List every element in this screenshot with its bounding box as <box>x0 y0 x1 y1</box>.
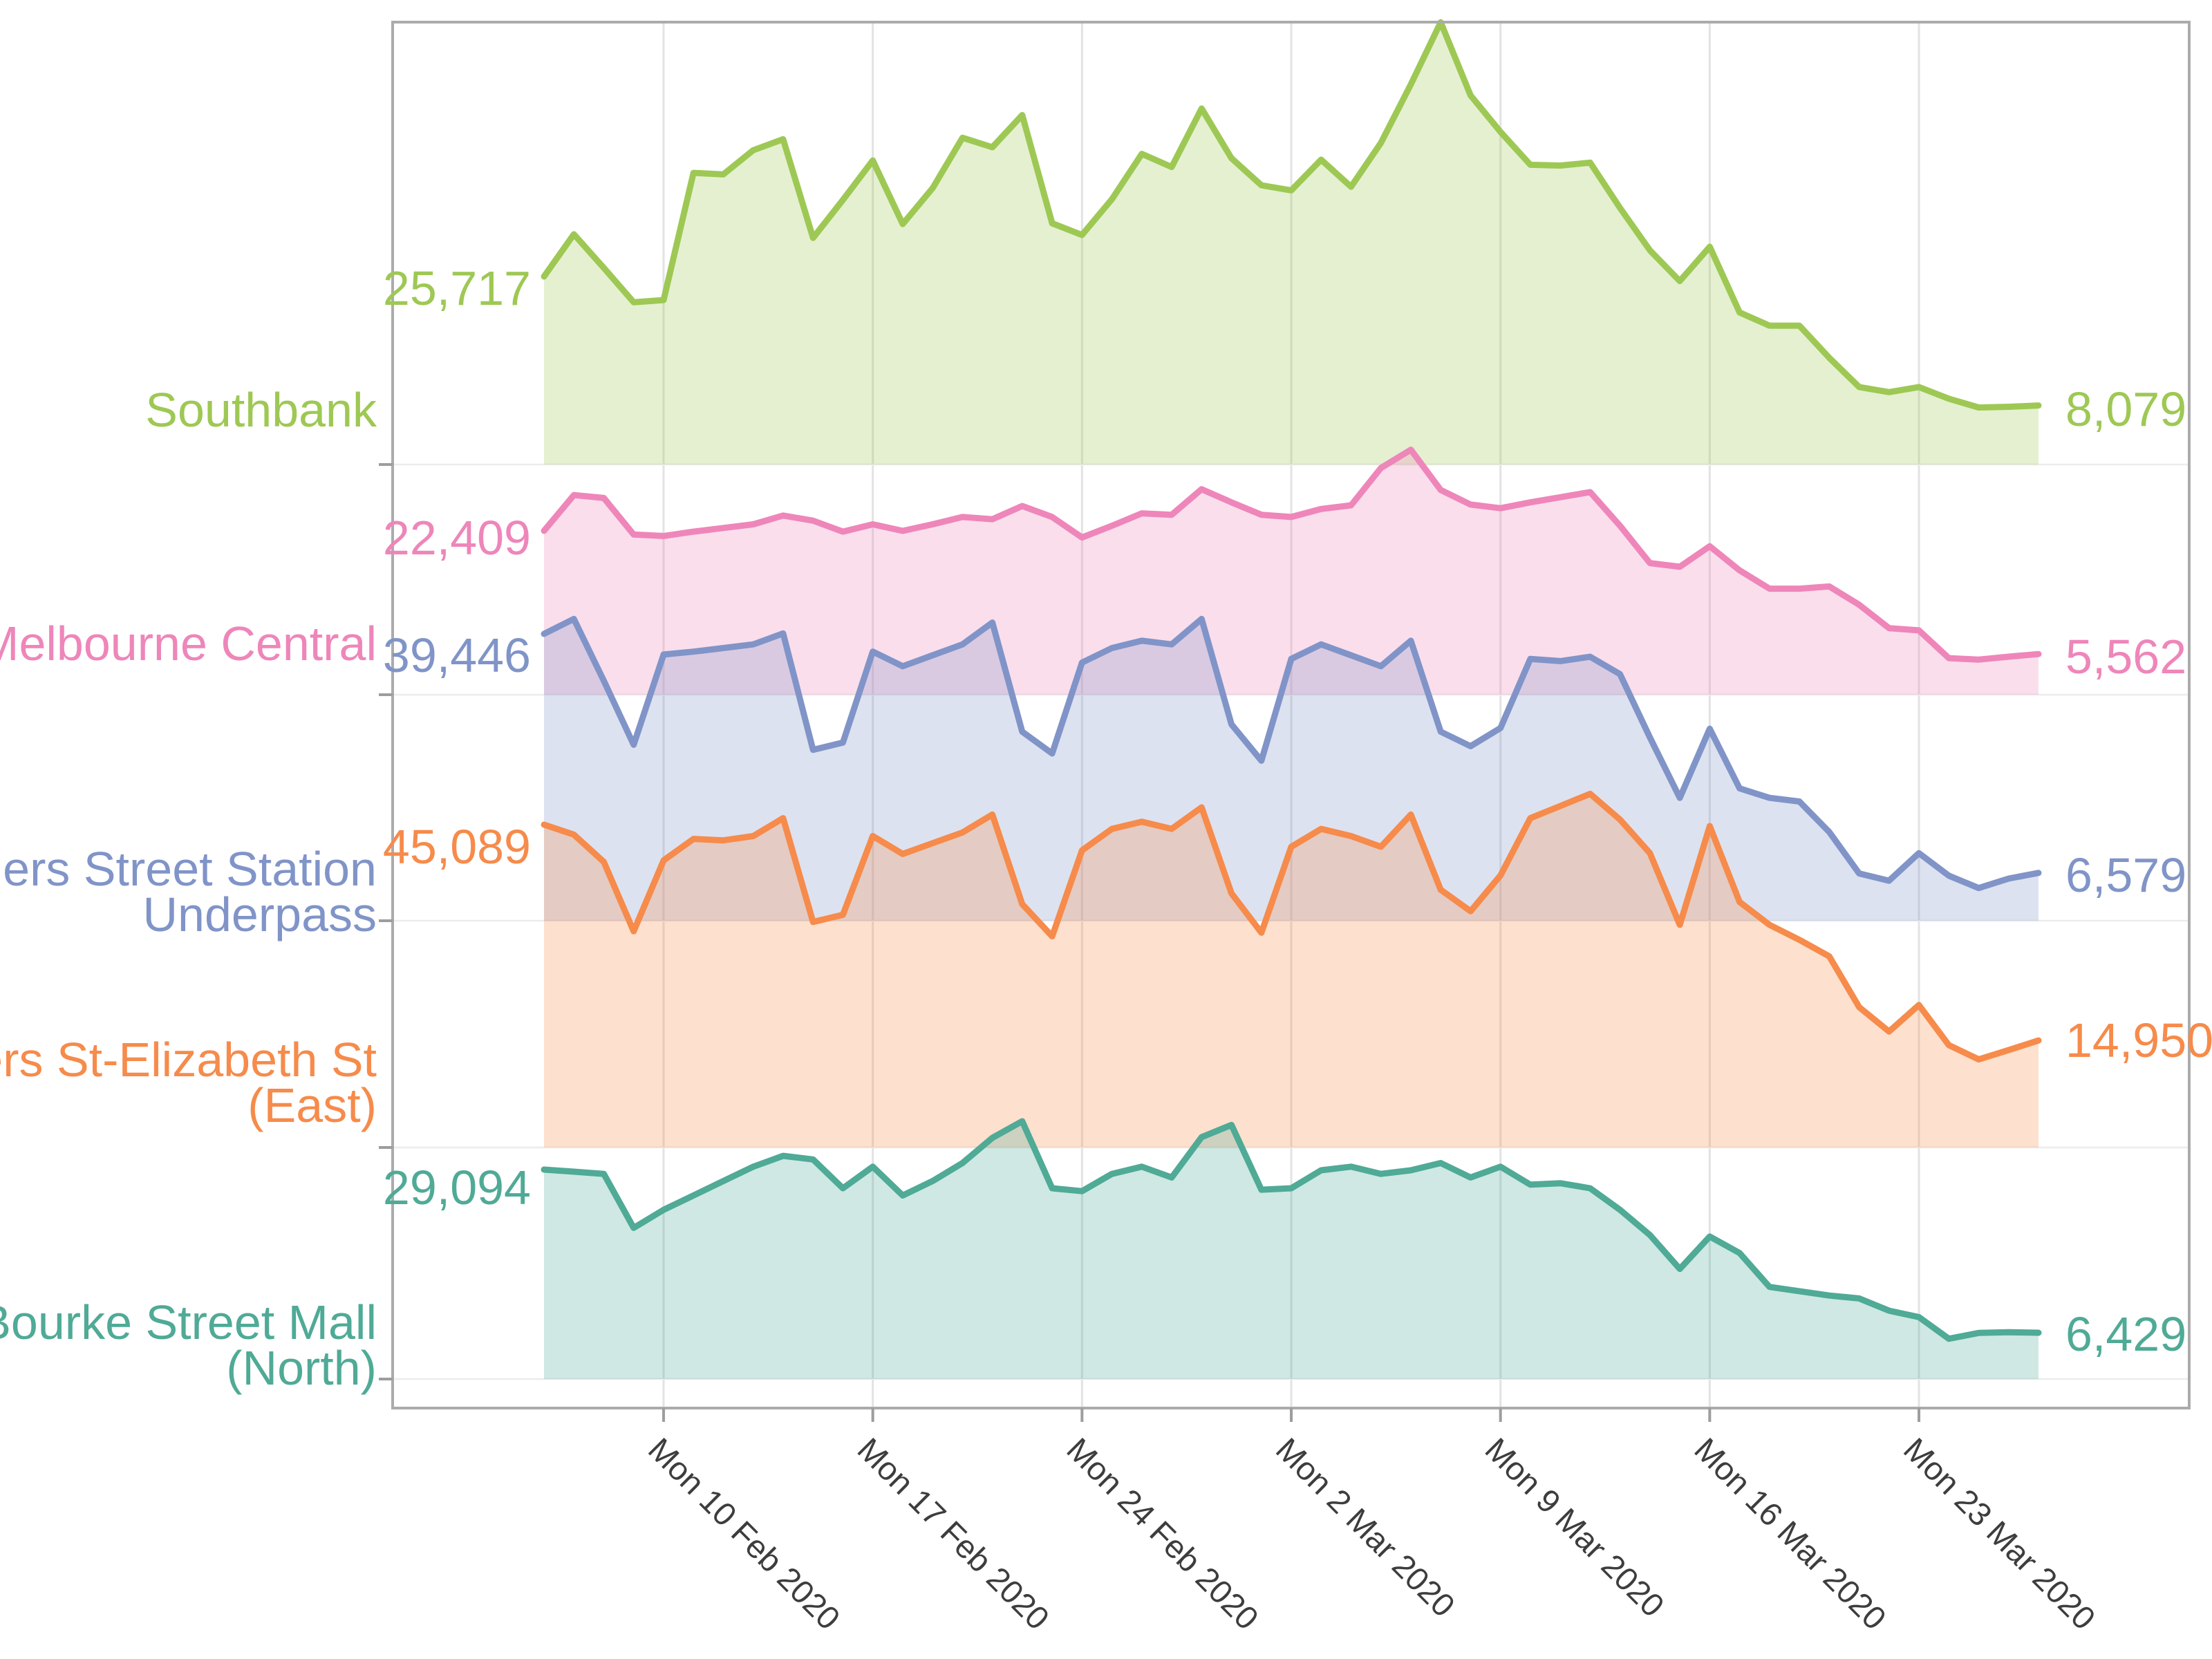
series-area-melbourne-central <box>544 449 2038 695</box>
series-area-bourke-street-mall-north <box>544 1121 2038 1379</box>
series-name-flinders-st-elizabeth-st-east: Flinders St-Elizabeth St <box>0 1033 377 1087</box>
start-value-label-bourke-street-mall-north: 29,094 <box>383 1161 531 1215</box>
series-area-flinders-st-elizabeth-st-east <box>544 794 2038 1147</box>
series-name-flinders-st-elizabeth-st-east-line2: (East) <box>247 1078 377 1132</box>
end-value-label-flinders-st-elizabeth-st-east: 14,950 <box>2065 1013 2212 1067</box>
start-value-label-southbank: 25,717 <box>383 261 531 315</box>
start-value-label-flinders-st-elizabeth-st-east: 45,089 <box>383 820 531 874</box>
series-name-flinders-street-station-underpass-line2: Underpass <box>142 888 377 941</box>
series-line-melbourne-central <box>541 447 2042 663</box>
series-line-bourke-street-mall-north <box>541 1118 2042 1342</box>
end-value-label-bourke-street-mall-north: 6,429 <box>2065 1307 2186 1361</box>
start-value-label-flinders-street-station-underpass: 39,446 <box>383 628 531 682</box>
series-line-flinders-st-elizabeth-st-east <box>541 790 2042 1063</box>
series-line-flinders-street-station-underpass <box>541 615 2042 892</box>
start-value-label-melbourne-central: 22,409 <box>383 511 531 565</box>
end-value-label-flinders-street-station-underpass: 6,579 <box>2065 848 2186 902</box>
end-value-label-melbourne-central: 5,562 <box>2065 630 2186 684</box>
series-name-melbourne-central: Melbourne Central <box>0 617 377 671</box>
series-area-southbank <box>544 22 2038 465</box>
series-name-flinders-street-station-underpass: Flinders Street Station <box>0 842 377 896</box>
series-line-southbank <box>541 19 2042 411</box>
series-name-bourke-street-mall-north-line2: (North) <box>226 1341 377 1395</box>
series-name-southbank: Southbank <box>145 383 377 437</box>
series-name-bourke-street-mall-north: Bourke Street Mall <box>0 1295 377 1349</box>
end-value-label-southbank: 8,079 <box>2065 382 2186 436</box>
